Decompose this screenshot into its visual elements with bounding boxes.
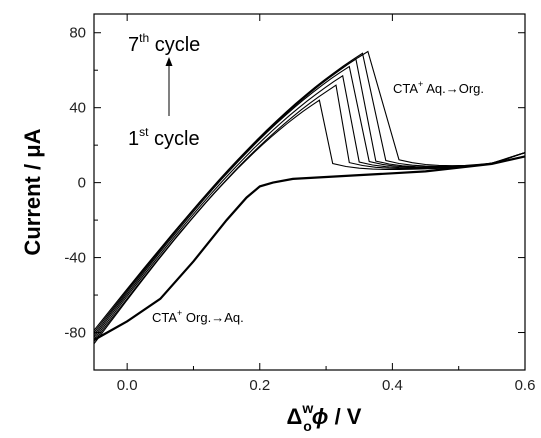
return-sweep-line	[93, 155, 526, 341]
x-tick-label: 0.4	[382, 377, 403, 394]
y-tick-label: 0	[78, 175, 86, 192]
cycle-7-line	[93, 50, 526, 331]
curves	[93, 50, 526, 345]
annotation-transfer-forward: CTA+ Aq.→Org.	[393, 79, 484, 96]
annotation-transfer-reverse: CTA+ Org.→Aq.	[152, 308, 244, 325]
axis-ticks: 0.0 0.2 0.4 0.6 -80 -40 0 40 80	[64, 14, 535, 394]
cycle-5-line	[93, 58, 526, 336]
x-tick-label: 0.2	[249, 377, 270, 394]
y-tick-label: -80	[64, 325, 86, 342]
annotation-bottom-cycle: 1st cycle	[128, 125, 200, 150]
cycle-arrow-head	[165, 57, 173, 66]
y-tick-label: 40	[69, 100, 86, 117]
x-title-unit: / V	[328, 404, 361, 429]
y-tick-label: -40	[64, 250, 86, 267]
x-title-delta: Δ	[287, 404, 303, 429]
y-axis-title: Current / μA	[20, 128, 45, 255]
x-title-sub: o	[303, 418, 312, 434]
plot-frame	[93, 13, 526, 371]
cycle-2-line	[93, 84, 526, 342]
x-title-phi: ϕ	[312, 404, 329, 429]
x-tick-label: 0.6	[515, 377, 536, 394]
x-title-sup: w	[301, 400, 313, 416]
x-tick-label: 0.0	[117, 377, 138, 394]
x-axis-title: Δw oϕ / V	[287, 400, 362, 434]
annotation-top-cycle: 7th cycle	[128, 31, 200, 56]
y-tick-label: 80	[69, 25, 86, 42]
